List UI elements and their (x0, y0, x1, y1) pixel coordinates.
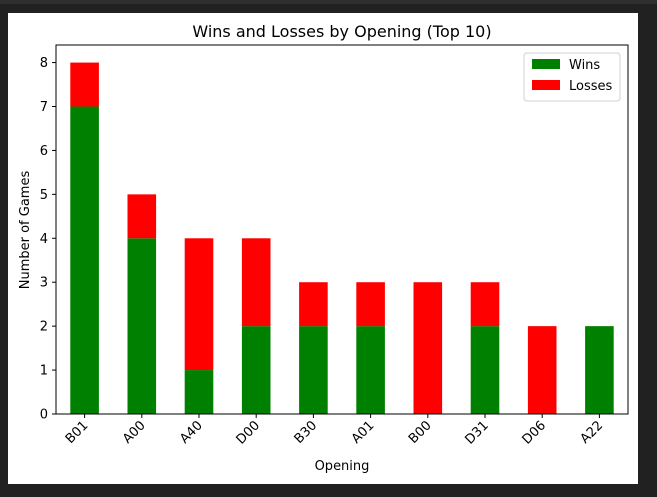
bar-wins-a22 (585, 326, 614, 414)
bar-losses-d06 (527, 326, 557, 414)
bar-losses-a01 (356, 282, 385, 327)
bar-wins-d31 (470, 326, 500, 414)
y-tick-label: 6 (40, 144, 48, 159)
y-tick-label: 0 (40, 408, 48, 423)
bar-losses-d31 (470, 282, 500, 327)
x-tick-label-d06: D06 (520, 418, 549, 447)
bar-losses-b30 (299, 282, 328, 327)
x-tick-label-b01: B01 (63, 418, 92, 447)
x-tick-label-d00: D00 (234, 418, 263, 447)
legend-label-wins: Wins (569, 58, 600, 73)
bar-losses-d00 (241, 238, 271, 327)
x-tick-label-d31: D31 (462, 418, 491, 447)
y-tick-label: 2 (40, 320, 48, 335)
x-tick-label-a40: A40 (177, 418, 206, 447)
legend: Wins Losses (523, 52, 621, 102)
bar-losses-a40 (184, 238, 214, 371)
y-tick-label: 7 (40, 100, 48, 115)
y-axis-label: Number of Games (18, 171, 33, 290)
y-tick-label: 3 (40, 276, 48, 291)
bar-wins-b30 (299, 326, 328, 414)
y-tick-label: 4 (40, 232, 48, 247)
x-tick-label-a22: A22 (578, 418, 607, 447)
bar-losses-b00 (413, 282, 443, 414)
y-tick-label: 1 (40, 364, 48, 379)
x-axis-label: Opening (315, 459, 370, 474)
x-tick-label-a01: A01 (349, 418, 378, 447)
bar-wins-b01 (70, 106, 99, 414)
bar-wins-a01 (356, 326, 385, 414)
x-tick-label-b00: B00 (406, 418, 435, 447)
y-tick-label: 8 (40, 56, 48, 71)
legend-swatch-wins (532, 59, 560, 69)
legend-label-losses: Losses (569, 79, 613, 94)
chart-title: Wins and Losses by Opening (Top 10) (192, 22, 491, 41)
plot-area-frame (55, 44, 629, 415)
y-axis-ticks: 0 1 2 3 4 5 6 7 8 (40, 56, 56, 423)
y-tick-label: 5 (40, 188, 48, 203)
bar-wins-a00 (127, 238, 157, 414)
bar-losses-a00 (127, 194, 157, 239)
bar-wins-a40 (184, 370, 214, 414)
bars (70, 62, 614, 414)
x-tick-label-b30: B30 (292, 418, 321, 447)
bar-wins-d00 (241, 326, 271, 414)
bar-losses-b01 (70, 62, 99, 107)
x-axis-ticks: B01 A00 A40 D00 B30 A01 B00 D31 D06 A22 (63, 414, 606, 448)
chart: Wins and Losses by Opening (Top 10) 0 1 2 3… (18, 22, 629, 474)
chart-figure: Wins and Losses by Opening (Top 10) 0 1 2 3… (8, 13, 638, 484)
x-tick-label-a00: A00 (120, 418, 149, 447)
legend-swatch-losses (532, 80, 560, 90)
window-frame (0, 0, 657, 4)
